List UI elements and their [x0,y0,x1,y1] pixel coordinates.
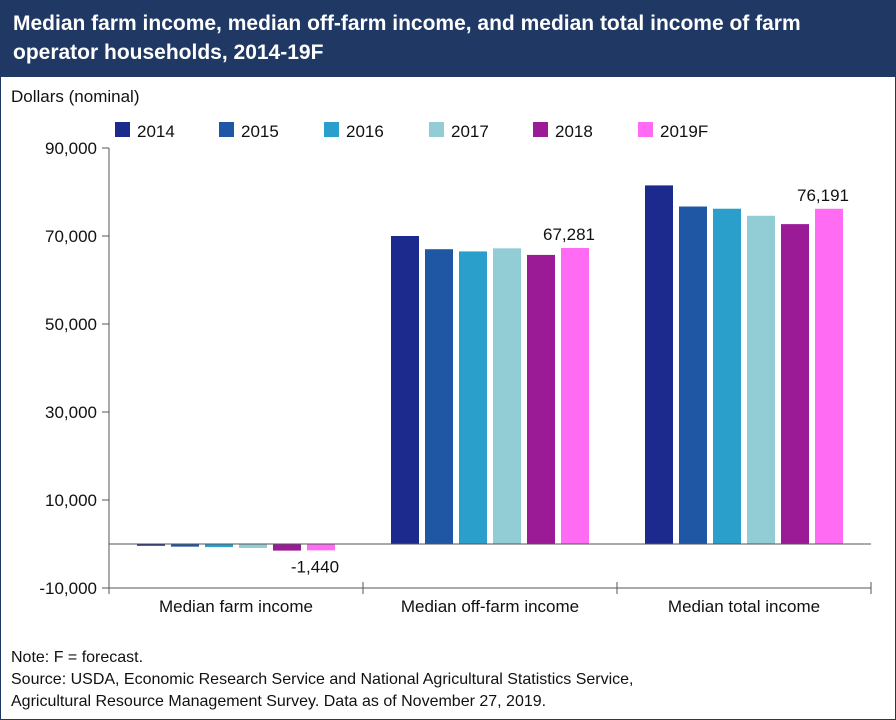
bar-2016-0 [205,544,233,548]
bars [137,185,843,551]
x-tick-label: Median off-farm income [401,597,579,616]
legend-label-2019F: 2019F [660,122,708,141]
y-tick-label: 50,000 [45,315,97,334]
legend-label-2015: 2015 [241,122,279,141]
data-label: 67,281 [543,225,595,244]
x-tick-label: Median total income [668,597,820,616]
bar-2019F-1 [561,247,589,544]
y-tick-label: 30,000 [45,403,97,422]
bar-2015-2 [679,206,707,544]
y-axis: -10,000 10,000 30,000 50,000 70,000 90,000 [39,139,110,598]
data-label: 76,191 [797,186,849,205]
y-tick-label: 90,000 [45,139,97,158]
bar-2019F-2 [815,208,843,545]
y-tick-label: -10,000 [39,579,97,598]
source-line-continued: Agricultural Resource Management Survey.… [11,693,547,710]
legend-label-2014: 2014 [137,122,175,141]
legend-swatch-2016 [324,122,339,137]
bar-2019F-0 [307,544,335,551]
legend-label-2018: 2018 [555,122,593,141]
source-line: Source: USDA, Economic Research Service … [11,671,634,688]
bar-2014-0 [137,544,165,546]
x-tick-label: Median farm income [159,597,313,616]
x-axis: Median farm income Median off-farm income… [108,543,872,616]
bar-2017-2 [747,215,775,544]
legend-swatch-2017 [429,122,444,137]
legend-swatch-2015 [219,122,234,137]
bar-2015-1 [425,249,453,544]
legend-swatch-2014 [115,122,130,137]
y-axis-unit-label: Dollars (nominal) [11,87,140,106]
title-bar: Median farm income, median off-farm inco… [1,1,895,77]
chart-title: Median farm income, median off-farm inco… [13,12,801,64]
legend-label-2016: 2016 [346,122,384,141]
bar-2017-1 [493,248,521,544]
bar-chart: 2014 2015 2016 2017 2018 2019F -10,000 10,000 3… [39,122,872,616]
legend: 2014 2015 2016 2017 2018 2019F [115,122,708,141]
bar-2017-0 [239,544,267,548]
y-tick-label: 70,000 [45,227,97,246]
note-line: Note: F = forecast. [11,649,144,666]
data-label: -1,440 [291,557,339,576]
bar-2015-0 [171,544,199,547]
legend-label-2017: 2017 [451,122,489,141]
chart-note: Note: F = forecast. Source: USDA, Econom… [11,647,633,713]
bar-2018-2 [781,224,809,544]
bar-2016-2 [713,208,741,544]
bar-2018-0 [273,544,301,551]
bar-2014-1 [391,236,419,544]
legend-swatch-2018 [533,122,548,137]
bar-2014-2 [645,185,673,544]
data-labels: -1,440 67,281 76,191 [291,186,849,577]
legend-swatch-2019F [638,122,653,137]
y-tick-label: 10,000 [45,491,97,510]
bar-2018-1 [527,254,555,545]
bar-2016-1 [459,251,487,544]
